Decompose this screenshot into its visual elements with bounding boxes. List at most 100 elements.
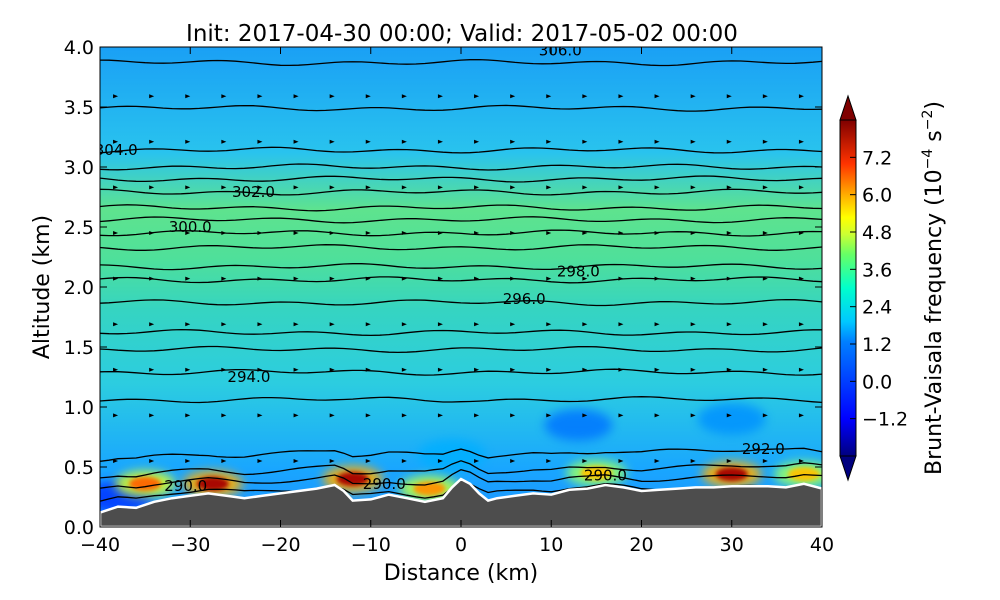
wind-arrow xyxy=(185,276,191,281)
wind-arrow xyxy=(257,231,263,235)
wind-arrow xyxy=(113,139,119,144)
wind-arrow xyxy=(293,231,299,235)
wind-arrow xyxy=(221,276,227,281)
isentrope-303 xyxy=(100,163,822,171)
wind-arrow xyxy=(293,413,299,418)
wind-arrow xyxy=(726,276,732,281)
wind-arrow xyxy=(474,322,480,327)
wind-arrow xyxy=(546,185,552,190)
wind-arrow xyxy=(401,231,407,235)
x-tick-label: 40 xyxy=(810,534,834,556)
wind-arrow xyxy=(690,139,696,144)
wind-arrow xyxy=(474,276,480,281)
colorbar-body xyxy=(839,119,857,457)
wind-arrow xyxy=(582,413,588,418)
wind-arrow xyxy=(257,413,263,418)
wind-arrow xyxy=(437,139,443,144)
wind-arrow xyxy=(293,459,299,463)
contour-label: 290.0 xyxy=(363,475,406,493)
wind-arrow xyxy=(401,185,407,190)
x-tick-label: −10 xyxy=(351,534,391,556)
stability-maximum xyxy=(129,476,162,491)
x-tick-label: 20 xyxy=(629,534,653,556)
wind-arrow xyxy=(365,231,371,235)
wind-arrow xyxy=(221,185,227,190)
isentrope-292 xyxy=(100,447,822,462)
wind-arrow xyxy=(401,94,407,99)
wind-arrow xyxy=(149,413,155,418)
wind-arrow xyxy=(510,231,516,235)
wind-arrow xyxy=(546,413,552,418)
y-axis-label: Altitude (km) xyxy=(30,215,55,359)
x-tick-label: 30 xyxy=(720,534,744,556)
wind-arrow xyxy=(546,139,552,144)
wind-arrow xyxy=(546,367,552,372)
wind-arrow xyxy=(546,322,552,327)
wind-arrow xyxy=(726,413,732,418)
colorbar-tick-label: 3.6 xyxy=(862,259,892,281)
wind-arrow xyxy=(762,322,768,327)
contour-label: 290.0 xyxy=(164,477,207,495)
wind-arrow xyxy=(401,276,407,281)
x-tick-label: −30 xyxy=(170,534,210,556)
wind-arrow xyxy=(437,459,443,463)
isentrope-301 xyxy=(100,204,822,212)
wind-arrow xyxy=(437,231,443,235)
x-axis: −40 −30 −20 −10 0 10 20 30 40 xyxy=(80,47,834,556)
contour-label: 292.0 xyxy=(742,440,785,458)
wind-arrow xyxy=(293,94,299,99)
wind-arrow xyxy=(798,139,804,144)
wind-arrow xyxy=(726,322,732,327)
wind-arrow xyxy=(437,413,443,418)
contour-label: 306.0 xyxy=(539,42,582,60)
wind-arrow xyxy=(293,185,299,190)
isentrope-295 xyxy=(100,328,822,337)
isentrope-294.5 xyxy=(100,345,822,354)
wind-arrow xyxy=(762,367,768,372)
wind-arrow xyxy=(437,367,443,372)
wind-arrow xyxy=(437,322,443,327)
wind-arrow xyxy=(329,322,335,327)
wind-arrow xyxy=(582,459,588,463)
isentrope-298.5 xyxy=(100,244,822,251)
wind-arrow xyxy=(762,94,768,99)
wind-arrow xyxy=(401,139,407,144)
colorbar-extend-min xyxy=(839,455,857,482)
wind-arrow xyxy=(221,322,227,327)
colorbar-tick-label: 0.0 xyxy=(862,371,892,393)
stability-minimum xyxy=(697,403,766,435)
wind-arrow xyxy=(329,94,335,99)
colorbar: −1.2 0.0 1.2 2.4 3.6 4.8 6.0 7.2 Brunt-Vaisala … xyxy=(839,94,947,482)
wind-arrow xyxy=(798,185,804,190)
wind-arrow xyxy=(798,231,804,235)
wind-arrow xyxy=(257,185,263,190)
wind-arrow xyxy=(221,94,227,99)
wind-arrow xyxy=(582,94,588,99)
wind-arrow xyxy=(113,276,119,281)
wind-arrow xyxy=(329,367,335,372)
wind-arrow xyxy=(618,185,624,190)
wind-arrow xyxy=(546,94,552,99)
terrain xyxy=(100,477,822,527)
y-tick-label: 0.5 xyxy=(64,457,94,479)
wind-arrow xyxy=(329,231,335,235)
wind-arrow xyxy=(726,185,732,190)
wind-arrow xyxy=(582,367,588,372)
wind-arrow xyxy=(221,413,227,418)
wind-arrow xyxy=(510,367,516,372)
wind-arrow xyxy=(690,367,696,372)
colorbar-extend-max xyxy=(839,94,857,121)
isentrope-304 xyxy=(100,146,822,154)
wind-arrow xyxy=(149,459,155,463)
isentrope-296 xyxy=(100,298,822,307)
isentrope-290.5 xyxy=(100,469,822,489)
wind-arrow xyxy=(365,94,371,99)
x-tick-label: −20 xyxy=(260,534,300,556)
wind-arrow xyxy=(113,322,119,327)
wind-arrow xyxy=(726,94,732,99)
wind-arrow xyxy=(654,231,660,235)
wind-arrow xyxy=(257,322,263,327)
wind-arrow xyxy=(365,139,371,144)
colorbar-tick-label: 1.2 xyxy=(862,334,892,356)
isentrope-302 xyxy=(100,188,822,196)
